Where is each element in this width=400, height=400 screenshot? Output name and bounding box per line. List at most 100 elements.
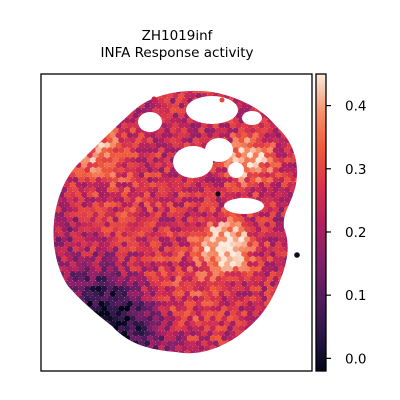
hex-spot <box>53 147 57 154</box>
hex-spot <box>169 117 177 124</box>
hex-spot <box>266 236 274 243</box>
hex-spot <box>258 83 264 89</box>
hex-spot <box>284 285 291 293</box>
hex-spot <box>224 171 231 179</box>
hex-spot <box>95 305 102 312</box>
hex-spot <box>266 186 274 194</box>
hex-spot <box>129 246 137 253</box>
hex-spot <box>58 162 65 169</box>
hex-spot <box>78 335 85 342</box>
hex-spot <box>281 142 288 149</box>
hex-spot <box>72 285 79 293</box>
hex-spot <box>181 325 188 332</box>
hex-spot <box>126 251 134 258</box>
hex-spot <box>238 295 245 302</box>
hex-spot <box>215 335 222 342</box>
hex-spot <box>121 340 128 347</box>
hex-spot <box>129 206 137 213</box>
hex-spot <box>118 246 125 253</box>
hex-spot <box>258 340 265 347</box>
hex-spot <box>255 186 262 194</box>
hex-spot <box>204 325 211 332</box>
hex-spot <box>155 83 161 89</box>
hex-spot <box>101 117 108 124</box>
hex-spot <box>166 201 174 208</box>
hex-spot <box>264 132 271 139</box>
hex-spot <box>55 90 62 95</box>
hex-spot <box>149 162 157 169</box>
hex-spot <box>198 196 205 203</box>
hex-spot <box>95 275 102 283</box>
hex-spot <box>261 285 268 293</box>
hex-spot <box>55 295 62 302</box>
hex-spot <box>209 256 217 263</box>
hex-spot <box>146 236 154 243</box>
hex-spot <box>81 270 88 278</box>
hex-spot <box>89 236 97 243</box>
hex-spot <box>269 310 277 317</box>
hex-spot <box>244 305 251 312</box>
hex-spot <box>124 147 131 154</box>
hex-spot <box>152 335 159 342</box>
hex-spot <box>235 181 242 189</box>
hex-spot <box>78 345 85 352</box>
hex-spot <box>246 340 254 347</box>
hex-spot <box>78 97 85 105</box>
hex-spot <box>95 265 102 273</box>
hex-spot <box>75 330 82 337</box>
hex-spot <box>226 265 234 273</box>
hex-spot <box>198 265 205 273</box>
hex-spot <box>221 226 228 233</box>
hex-spot <box>109 231 117 238</box>
hex-spot <box>238 256 245 263</box>
hex-spot <box>284 157 291 164</box>
tissue-hole <box>228 162 244 178</box>
hex-spot <box>286 191 294 199</box>
hex-spot <box>53 231 59 238</box>
colorbar-tick-label: 0.4 <box>345 99 366 115</box>
hex-spot <box>232 137 239 144</box>
hex-spot <box>101 236 108 243</box>
hex-spot <box>213 83 219 89</box>
hex-spot <box>84 186 91 194</box>
hex-spot <box>266 196 274 203</box>
hex-spot <box>186 246 194 253</box>
hex-spot <box>104 171 111 179</box>
hex-spot <box>201 241 208 248</box>
hex-spot <box>178 290 185 298</box>
hex-spot <box>166 122 174 129</box>
hex-spot <box>161 102 168 109</box>
hex-spot <box>261 196 268 203</box>
hex-spot <box>252 162 259 169</box>
hex-spot <box>135 196 142 203</box>
hex-spot <box>95 315 102 322</box>
hex-spot <box>55 107 62 114</box>
hex-spot <box>164 305 171 312</box>
hex-spot <box>189 320 197 327</box>
hex-spot <box>244 157 251 164</box>
hex-spot <box>104 280 111 288</box>
hex-spot <box>86 191 94 199</box>
hex-spot <box>186 285 194 293</box>
hex-spot <box>189 201 197 208</box>
hex-spot <box>58 142 65 149</box>
hex-spot <box>258 261 265 268</box>
hex-spot <box>124 265 131 273</box>
hex-spot <box>118 236 125 243</box>
hex-spot <box>244 127 251 134</box>
hex-spot <box>201 221 208 228</box>
hex-spot <box>66 335 74 342</box>
hex-spot <box>98 340 105 347</box>
hex-spot <box>81 320 88 327</box>
hex-spot <box>258 300 265 307</box>
hex-spot <box>206 132 214 139</box>
hex-spot <box>106 325 114 332</box>
hex-spot <box>106 275 114 283</box>
hex-spot <box>275 340 282 347</box>
hex-spot <box>121 142 128 149</box>
hex-spot <box>63 300 71 307</box>
hex-spot <box>104 152 111 159</box>
hex-spot <box>192 246 199 253</box>
hex-spot <box>206 261 214 268</box>
hex-spot <box>244 216 251 223</box>
